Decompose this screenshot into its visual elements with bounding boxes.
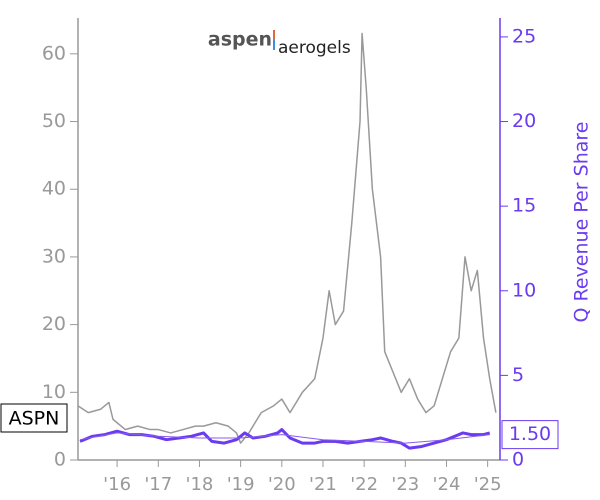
logo-right: aerogels [278, 38, 351, 58]
logo-mark [273, 40, 275, 50]
x-tick-label: '25 [474, 474, 502, 495]
series-line [79, 432, 490, 444]
y2-axis-label: Q Revenue Per Share [571, 122, 593, 323]
x-tick-label: '20 [268, 474, 296, 495]
y-tick-label: 60 [42, 42, 66, 64]
value-box [501, 420, 559, 450]
y2-tick-label: 10 [512, 279, 536, 301]
x-tick-label: '19 [227, 474, 255, 495]
ticker-box [0, 403, 68, 433]
y2-tick-label: 20 [512, 110, 536, 132]
x-tick-label: '18 [186, 474, 214, 495]
x-tick-label: '21 [309, 474, 337, 495]
y-tick-label: 30 [42, 245, 66, 267]
y-tick-label: 10 [42, 381, 66, 403]
y-tick-label: 40 [42, 178, 66, 200]
y2-tick-label: 0 [512, 449, 524, 471]
ticker-label: ASPN [9, 408, 60, 430]
x-tick-label: '24 [433, 474, 461, 495]
series-line [77, 32, 497, 444]
y2-tick-label: 25 [512, 25, 536, 47]
y-tick-label: 0 [54, 449, 66, 471]
y2-tick-label: 15 [512, 195, 536, 217]
y-tick-label: 50 [42, 110, 66, 132]
y2-tick-label: 5 [512, 364, 524, 386]
x-tick-label: '17 [144, 474, 172, 495]
x-tick-label: '23 [391, 474, 419, 495]
x-tick-label: '22 [350, 474, 378, 495]
y-tick-label: 20 [42, 313, 66, 335]
x-tick-label: '16 [103, 474, 131, 495]
value-label: 1.50 [509, 423, 551, 445]
logo-left: aspen [208, 29, 272, 51]
logo-mark [273, 30, 275, 40]
series-line [79, 428, 491, 450]
